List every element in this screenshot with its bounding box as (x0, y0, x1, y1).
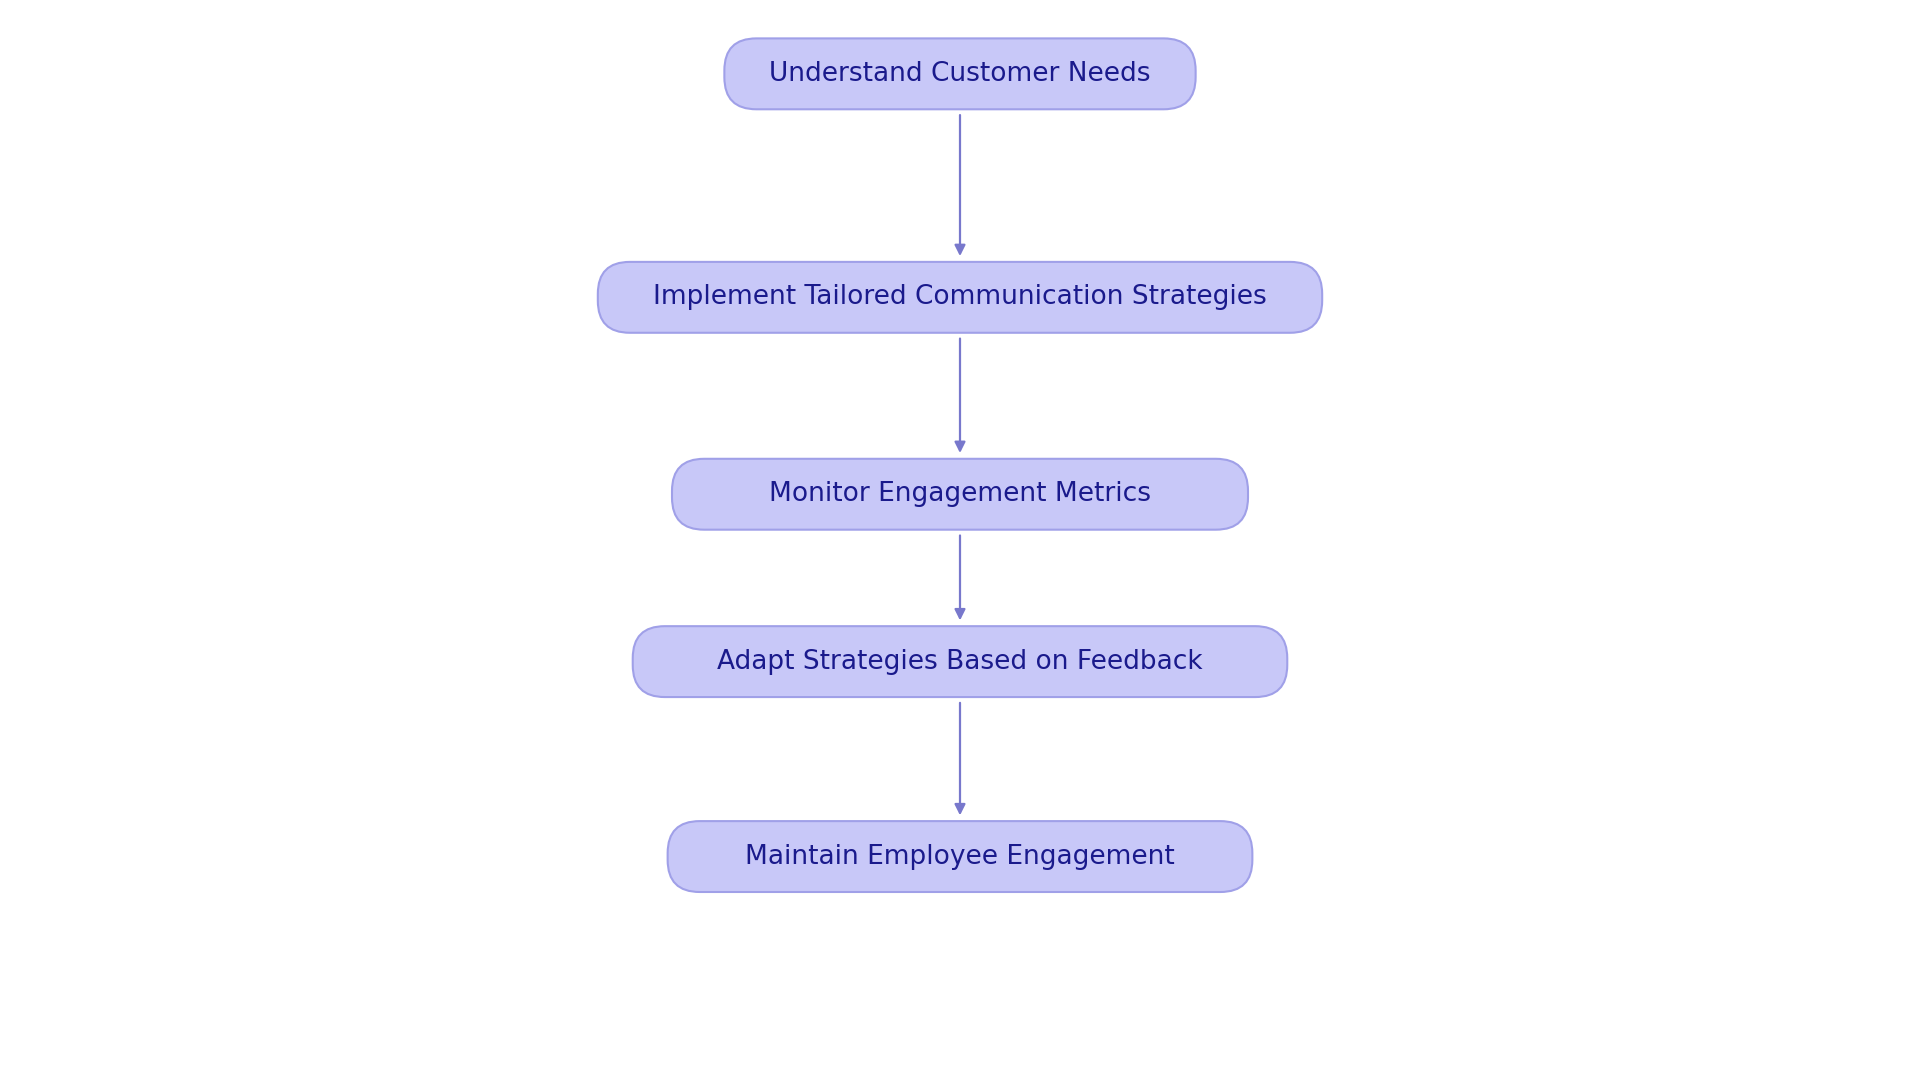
Text: Adapt Strategies Based on Feedback: Adapt Strategies Based on Feedback (718, 649, 1202, 675)
FancyBboxPatch shape (668, 821, 1252, 892)
FancyBboxPatch shape (724, 38, 1196, 109)
Text: Maintain Employee Engagement: Maintain Employee Engagement (745, 844, 1175, 870)
Text: Monitor Engagement Metrics: Monitor Engagement Metrics (770, 481, 1150, 507)
Text: Implement Tailored Communication Strategies: Implement Tailored Communication Strateg… (653, 285, 1267, 311)
FancyBboxPatch shape (672, 459, 1248, 530)
FancyBboxPatch shape (634, 626, 1286, 697)
FancyBboxPatch shape (597, 262, 1323, 332)
Text: Understand Customer Needs: Understand Customer Needs (770, 61, 1150, 87)
